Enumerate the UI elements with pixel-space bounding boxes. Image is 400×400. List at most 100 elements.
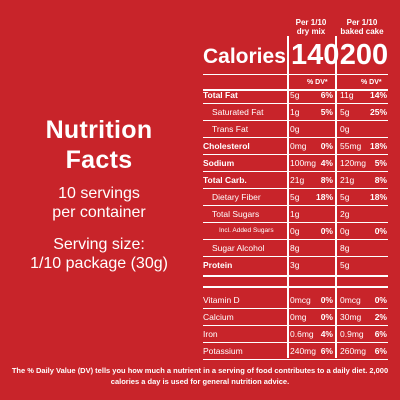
amount-baked: 55mg xyxy=(340,141,362,151)
nutrient-row: Incl. Added Sugars 0g 0% 0g 0% xyxy=(203,223,388,240)
dv-baked: 0% xyxy=(374,226,387,236)
dv-header-row: % DV* % DV* xyxy=(203,76,388,91)
amount-baked: 21g xyxy=(340,175,355,185)
amount-baked: 30mg xyxy=(340,312,362,322)
nutrient-name: Sodium xyxy=(203,158,235,168)
column-divider-1 xyxy=(287,36,289,358)
nutrient-row: Cholesterol 0mg 0% 55mg 18% xyxy=(203,138,388,155)
amount-dry-mix: 21g xyxy=(290,175,305,185)
col2-header-line2: baked cake xyxy=(340,27,384,36)
dv-baked: 8% xyxy=(374,175,387,185)
column-divider-2 xyxy=(335,36,337,358)
amount-baked: 0mcg xyxy=(340,295,361,305)
nutrient-row: Vitamin D 0mcg 0% 0mcg 0% xyxy=(203,292,388,309)
dv-baked: 18% xyxy=(369,141,387,151)
nutrient-name: Protein xyxy=(203,260,233,270)
calories-dry-mix: 140 xyxy=(291,39,340,71)
nutrient-row: Trans Fat 0g 0g xyxy=(203,121,388,138)
dv-baked: 0% xyxy=(374,295,387,305)
nutrient-name: Total Fat xyxy=(203,90,238,100)
amount-baked: 11g xyxy=(340,90,354,100)
nutrient-name: Total Sugars xyxy=(212,209,260,219)
column-header-baked-cake: Per 1/10 baked cake xyxy=(336,18,388,36)
serving-size-value: 1/10 package (30g) xyxy=(30,255,168,272)
dv-dry-mix: 4% xyxy=(320,158,333,168)
dv-baked: 6% xyxy=(374,329,387,339)
nutrient-name: Calcium xyxy=(203,312,234,322)
dv-dry-mix: 6% xyxy=(320,90,333,100)
amount-dry-mix: 0mcg xyxy=(290,295,311,305)
col2-header-line1: Per 1/10 xyxy=(346,18,378,27)
nutrition-table: Per 1/10 dry mix Per 1/10 baked cake Cal… xyxy=(203,18,388,360)
dv-dry-mix: 6% xyxy=(320,346,333,356)
amount-baked: 8g xyxy=(340,243,350,253)
calories-label: Calories xyxy=(203,45,286,68)
dv-baked: 25% xyxy=(369,107,387,117)
nutrient-name: Saturated Fat xyxy=(212,107,264,117)
dv-header-col1: % DV* xyxy=(307,79,328,86)
amount-dry-mix: 0.6mg xyxy=(290,329,314,339)
col1-header-line1: Per 1/10 xyxy=(295,18,327,27)
dv-dry-mix: 0% xyxy=(320,312,333,322)
dv-baked: 5% xyxy=(374,158,387,168)
amount-dry-mix: 100mg xyxy=(290,158,316,168)
amount-dry-mix: 5g xyxy=(290,90,300,100)
nutrient-row: Total Sugars 1g 2g xyxy=(203,206,388,223)
nutrient-name: Total Carb. xyxy=(203,175,247,185)
nutrient-name: Vitamin D xyxy=(203,295,240,305)
dv-baked: 14% xyxy=(369,90,387,100)
amount-dry-mix: 240mg xyxy=(290,346,316,356)
amount-baked: 5g xyxy=(340,107,350,117)
servings-count: 10 servings xyxy=(58,185,140,202)
nutrient-name: Sugar Alcohol xyxy=(212,243,265,253)
col1-header-line2: dry mix xyxy=(296,27,326,36)
column-header-dry-mix: Per 1/10 dry mix xyxy=(289,18,333,36)
nutrient-name: Iron xyxy=(203,329,218,339)
amount-baked: 5g xyxy=(340,260,350,270)
nutrient-row: Potassium 240mg 6% 260mg 6% xyxy=(203,343,388,360)
amount-dry-mix: 3g xyxy=(290,260,300,270)
amount-dry-mix: 0g xyxy=(290,226,300,236)
nutrient-row: Total Fat 5g 6% 11g 14% xyxy=(203,87,388,104)
nutrient-row: Saturated Fat 1g 5% 5g 25% xyxy=(203,104,388,121)
dv-dry-mix: 18% xyxy=(315,192,333,202)
dv-baked: 6% xyxy=(374,346,387,356)
dv-dry-mix: 0% xyxy=(320,226,333,236)
amount-baked: 5g xyxy=(340,192,350,202)
amount-dry-mix: 5g xyxy=(290,192,300,202)
amount-baked: 260mg xyxy=(340,346,366,356)
dv-baked: 2% xyxy=(374,312,387,322)
nutrient-name: Trans Fat xyxy=(212,124,249,134)
amount-dry-mix: 1g xyxy=(290,209,300,219)
nutrient-row: Sodium 100mg 4% 120mg 5% xyxy=(203,155,388,172)
amount-dry-mix: 0g xyxy=(290,124,300,134)
servings-per-container: per container xyxy=(52,204,146,221)
dv-dry-mix: 8% xyxy=(320,175,333,185)
dv-header-col2: % DV* xyxy=(361,79,382,86)
dv-baked: 18% xyxy=(369,192,387,202)
amount-dry-mix: 0mg xyxy=(290,312,307,322)
amount-dry-mix: 1g xyxy=(290,107,300,117)
amount-baked: 2g xyxy=(340,209,350,219)
calories-row: Calories 140 200 xyxy=(203,38,388,75)
nutrient-row: Iron 0.6mg 4% 0.9mg 6% xyxy=(203,326,388,343)
title-facts: Facts xyxy=(65,146,133,174)
calories-baked: 200 xyxy=(339,39,389,71)
amount-dry-mix: 8g xyxy=(290,243,300,253)
nutrient-row: Dietary Fiber 5g 18% 5g 18% xyxy=(203,189,388,206)
nutrient-row: Calcium 0mg 0% 30mg 2% xyxy=(203,309,388,326)
dv-dry-mix: 0% xyxy=(320,295,333,305)
title-nutrition: Nutrition xyxy=(45,116,153,144)
amount-baked: 120mg xyxy=(340,158,366,168)
amount-baked: 0.9mg xyxy=(340,329,364,339)
nutrient-name: Incl. Added Sugars xyxy=(219,227,274,234)
section-separator xyxy=(203,276,388,288)
amount-baked: 0g xyxy=(340,226,350,236)
nutrient-name: Dietary Fiber xyxy=(212,192,261,202)
serving-size-label: Serving size: xyxy=(53,236,145,253)
amount-baked: 0g xyxy=(340,124,350,134)
dv-dry-mix: 5% xyxy=(320,107,333,117)
nutrient-row: Protein 3g 5g xyxy=(203,257,388,277)
nutrient-name: Potassium xyxy=(203,346,243,356)
nutrient-row: Total Carb. 21g 8% 21g 8% xyxy=(203,172,388,189)
